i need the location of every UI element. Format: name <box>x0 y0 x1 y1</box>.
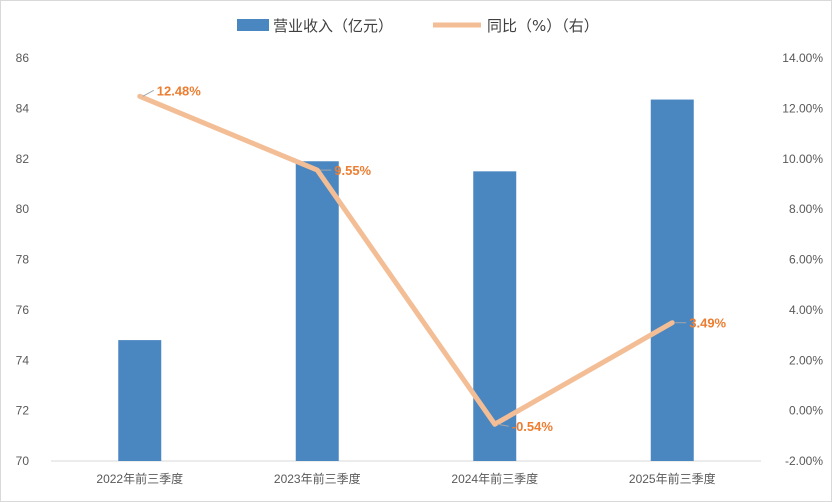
y-left-tick-label: 78 <box>16 253 30 267</box>
yoy-line <box>137 93 675 427</box>
revenue-bar <box>295 161 339 462</box>
legend-label-revenue: 营业收入（亿元） <box>273 17 393 35</box>
y-right-tick-label: 14.00% <box>782 51 823 65</box>
y-left-tick-label: 76 <box>16 303 30 317</box>
y-left-tick-label: 82 <box>16 152 30 166</box>
x-tick-label: 2023年前三季度 <box>274 471 361 486</box>
x-tick-label: 2024年前三季度 <box>451 471 538 486</box>
yoy-data-label: 3.49% <box>689 316 726 331</box>
y-right-tick-label: -2.00% <box>785 454 823 468</box>
axes: 70 72 74 76 78 80 82 84 86 -2.00% 0.00% 2.00% 4.00% 6… <box>16 51 824 486</box>
y-right-tick-label: 2.00% <box>789 353 823 367</box>
data-label-leader <box>497 423 509 427</box>
y-left-tick-label: 72 <box>16 404 30 418</box>
y-left-tick-label: 86 <box>16 51 30 65</box>
y-left-tick-label: 80 <box>16 202 30 216</box>
y-right-tick-label: 4.00% <box>789 303 823 317</box>
revenue-bar <box>473 171 517 461</box>
y-right-tick-label: 6.00% <box>789 253 823 267</box>
y-right-tick-label: 10.00% <box>782 152 823 166</box>
y-left-tick-label: 84 <box>16 101 30 115</box>
x-tick-label: 2025年前三季度 <box>629 471 716 486</box>
y-left-tick-label: 70 <box>16 454 30 468</box>
revenue-bar <box>650 99 694 461</box>
yoy-data-label: -0.54% <box>512 419 554 434</box>
y-right-tick-label: 8.00% <box>789 202 823 216</box>
data-label-leader <box>142 89 154 97</box>
y-right-tick-label: 0.00% <box>789 404 823 418</box>
y-right-tick-label: 12.00% <box>782 101 823 115</box>
legend-swatch-bar <box>237 19 269 31</box>
yoy-series-line <box>137 93 675 427</box>
y-left-tick-label: 74 <box>16 353 30 367</box>
bars <box>118 99 694 462</box>
yoy-data-label: 9.55% <box>334 163 371 178</box>
data-labels: 12.48% 9.55% -0.54% 3.49% <box>142 83 727 434</box>
legend-label-yoy: 同比（%）（右） <box>487 17 599 35</box>
x-tick-label: 2022年前三季度 <box>96 471 183 486</box>
revenue-bar <box>118 340 162 461</box>
legend: 营业收入（亿元） 同比（%）（右） <box>237 17 599 35</box>
yoy-data-label: 12.48% <box>157 83 202 98</box>
